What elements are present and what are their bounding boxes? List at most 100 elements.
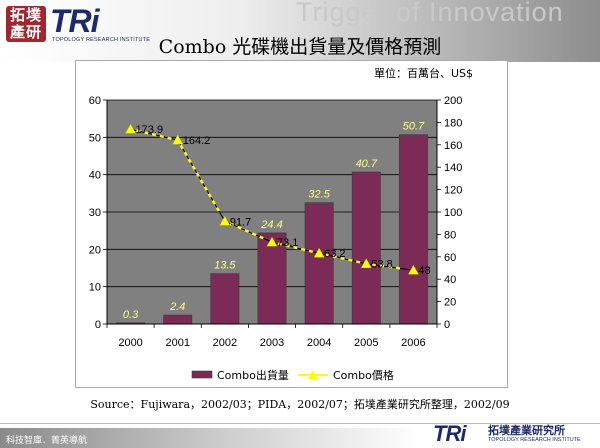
right-tick-label: 180: [444, 117, 462, 129]
logo-tri-text: TRi: [50, 3, 100, 39]
price-line-dash: [308, 249, 314, 253]
price-line-dash: [244, 229, 250, 233]
x-tick-label: 2001: [165, 337, 189, 349]
x-tick-label: 2002: [213, 337, 237, 349]
left-tick-label: 50: [89, 132, 101, 144]
price-line-dash: [187, 158, 192, 164]
price-line-dash: [300, 247, 306, 252]
left-tick-label: 30: [89, 207, 101, 219]
price-line-dash: [207, 193, 212, 198]
footer-slogan: 科技智庫．菁英導航: [6, 436, 88, 446]
right-tick-label: 80: [444, 229, 456, 241]
price-line-dash: [372, 263, 377, 267]
bar-value-label: 24.4: [260, 219, 282, 231]
bar-value-label: 0.3: [123, 309, 139, 321]
price-value-label: 173.9: [136, 124, 164, 136]
price-line-dash: [237, 225, 242, 230]
price-marker: [313, 247, 325, 258]
price-line-dash: [159, 134, 164, 139]
bar: [163, 314, 193, 325]
page-title: Combo 光碟機出貨量及價格預測: [158, 36, 442, 58]
footer-gradient-bar: [0, 428, 420, 448]
bar-value-label: 50.7: [403, 121, 425, 133]
right-tick-label: 200: [444, 95, 462, 107]
x-tick-label: 2005: [354, 337, 378, 349]
price-line-dash: [340, 256, 345, 261]
price-line-dash: [387, 265, 393, 269]
footer-divider: [0, 423, 600, 424]
bar: [257, 232, 287, 325]
logo-mark: 拓墣產研: [6, 6, 46, 42]
price-line-dash: [179, 144, 184, 150]
price-value-label: 63.2: [324, 248, 345, 260]
logo-cjk-text: 拓墣產研: [9, 6, 42, 41]
bar-value-label: 13.5: [214, 260, 236, 272]
right-tick-label: 0: [444, 319, 450, 331]
price-value-label: 48: [418, 265, 430, 277]
tagline: Trigger of Innovation: [296, 0, 564, 27]
chart-frame: 單位：百萬台、US$ 0 10 20 30 40 50 60 0 20 40 60 80 100 120 14…: [75, 60, 508, 388]
unit-note: 單位：百萬台、US$: [374, 66, 473, 80]
right-tick-label: 60: [444, 252, 456, 264]
right-tick-label: 140: [444, 162, 462, 174]
bar-value-label: 40.7: [356, 158, 378, 170]
x-tick-label: 2003: [260, 337, 284, 349]
left-tick-label: 20: [89, 244, 101, 256]
price-line-dash: [332, 255, 337, 259]
right-tick-label: 100: [444, 207, 462, 219]
price-value-label: 91.7: [230, 216, 251, 228]
price-line-dash: [136, 129, 141, 133]
logo-subtitle: TOPOLOGY RESEARCH INSTITUTE: [52, 37, 151, 43]
price-line-dash: [285, 244, 290, 248]
bar: [351, 171, 381, 325]
price-line-dash: [191, 165, 196, 171]
legend-swatch-bar: [191, 370, 213, 379]
header-banner: 拓墣產研 TRi TOPOLOGY RESEARCH INSTITUTE Tri…: [0, 0, 600, 62]
price-line-dash: [195, 172, 200, 178]
price-marker: [172, 134, 184, 145]
right-tick-label: 20: [444, 297, 456, 309]
price-line-dash: [229, 222, 235, 227]
footer-org-name: 拓墣產業研究所: [488, 424, 565, 437]
source-note: Source：Fujiwara，2002/03；PIDA，2002/07；拓墣產…: [90, 398, 510, 411]
left-tick-label: 60: [89, 95, 101, 107]
price-line-dash: [251, 232, 257, 237]
bar-value-label: 32.5: [308, 189, 330, 201]
price-marker: [219, 215, 231, 226]
price-line-dash: [348, 258, 353, 262]
right-tick-label: 120: [444, 185, 462, 197]
price-line-dash: [183, 151, 188, 157]
right-tick-label: 160: [444, 140, 462, 152]
legend-label: Combo出貨量: [217, 368, 289, 382]
price-line-dash: [211, 200, 216, 205]
price-line-dash: [395, 266, 401, 270]
price-line-dash: [259, 235, 264, 240]
legend-label: Combo價格: [333, 368, 394, 382]
combo-chart: 單位：百萬台、US$ 0 10 20 30 40 50 60 0 20 40 60 80 100 120 14…: [89, 66, 473, 382]
price-line-dash: [324, 253, 330, 257]
price-line-dash: [215, 206, 220, 212]
x-tick-label: 2006: [401, 337, 425, 349]
price-value-label: 164.2: [183, 135, 211, 147]
price-line-dash: [167, 136, 172, 140]
price-value-label: 53.8: [371, 259, 392, 271]
price-marker: [125, 123, 136, 134]
left-tick-label: 40: [89, 170, 101, 182]
left-tick-label: 10: [89, 282, 101, 294]
footer-logo: TRi: [433, 421, 466, 446]
price-marker: [266, 236, 278, 247]
price-line-dash: [355, 260, 361, 264]
price-line-dash: [143, 131, 149, 135]
price-line-dash: [379, 264, 385, 268]
price-line-dash: [277, 242, 283, 246]
bar: [210, 273, 240, 325]
legend-swatch-marker: [308, 370, 318, 379]
price-marker: [408, 264, 419, 275]
x-tick-label: 2000: [118, 337, 142, 349]
price-line-dash: [151, 133, 157, 137]
footer-org-subtitle: TOPOLOGY RESEARCH INSTITUTE: [488, 437, 581, 443]
bar: [304, 202, 334, 325]
price-line-dash: [203, 186, 208, 191]
price-marker: [360, 258, 372, 268]
bar: [398, 134, 428, 325]
